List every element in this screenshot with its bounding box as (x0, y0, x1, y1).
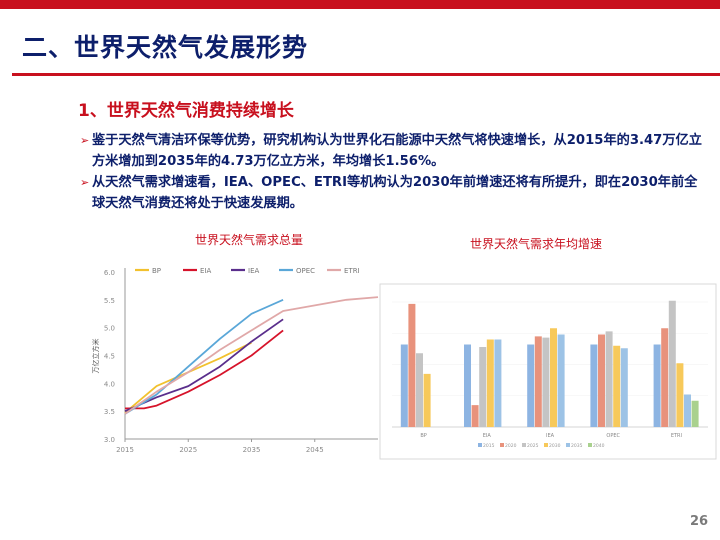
line-chart-y-tick-label: 5.5 (104, 297, 115, 305)
line-chart-legend-label: ETRI (344, 267, 360, 275)
bar-chart-category-label: BP (420, 433, 426, 439)
bar-iea-2035 (557, 334, 565, 427)
line-chart-x-tick-label: 2025 (179, 446, 197, 454)
bar-chart-legend-swatch (522, 443, 526, 447)
line-series-iea (124, 318, 284, 413)
bar-iea-2015 (527, 344, 535, 427)
bar-chart-legend-label: 2030 (549, 443, 561, 449)
bar-opec-2015 (590, 344, 598, 427)
bar-chart-legend-swatch (588, 443, 592, 447)
bar-chart-title: 世界天然气需求年均增速 (470, 237, 603, 251)
bar-bp-2015 (400, 344, 408, 427)
bar-opec-2020 (598, 334, 605, 427)
bar-chart-category-label: EIA (483, 433, 492, 439)
line-chart-y-tick-label: 3.5 (104, 408, 115, 416)
bar-bp-2020 (408, 303, 416, 427)
line-series-etri (124, 296, 379, 415)
slide-title: 二、世界天然气发展形势 (22, 33, 309, 62)
bar-chart-legend-label: 2015 (483, 443, 495, 449)
bar-etri-2025 (668, 300, 676, 427)
line-chart-title: 世界天然气需求总量 (195, 233, 304, 247)
bar-etri-2015 (653, 344, 661, 427)
line-chart-y-tick-label: 6.0 (104, 269, 115, 277)
bar-chart-legend-swatch (478, 443, 482, 447)
top-accent-bar (0, 0, 720, 9)
bullet-text: 鉴于天然气清洁环保等优势，研究机构认为世界化石能源中天然气将快速增长，从2015… (92, 133, 702, 169)
bar-chart-legend-label: 2035 (571, 443, 583, 449)
bar-iea-2020 (534, 336, 542, 427)
bar-eia-2030 (486, 339, 494, 427)
bar-etri-2040 (691, 400, 699, 427)
slide-subtitle: 1、世界天然气消费持续增长 (78, 101, 294, 121)
bar-chart-legend-swatch (544, 443, 548, 447)
bar-iea-2025 (542, 337, 550, 427)
line-chart-legend-label: OPEC (296, 267, 315, 275)
bar-chart-category-label: IEA (546, 433, 555, 439)
line-chart-x-tick-label: 2035 (243, 446, 261, 454)
bar-chart-legend-label: 2025 (527, 443, 539, 449)
bar-chart-category-label: ETRI (671, 433, 682, 439)
bullet-item: ➢ 鉴于天然气清洁环保等优势，研究机构认为世界化石能源中天然气将快速增长，从20… (80, 130, 705, 172)
line-chart-y-tick-label: 5.0 (104, 325, 115, 333)
bar-chart-legend-label: 2020 (505, 443, 517, 449)
line-chart-legend-label: BP (152, 267, 161, 275)
bar-bp-2025 (416, 353, 423, 427)
bar-chart-frame (379, 283, 717, 460)
line-series-opec (124, 298, 284, 415)
bar-opec-2035 (620, 348, 628, 427)
bullet-item: ➢ 从天然气需求增速看，IEA、OPEC、ETRI等机构认为2030年前增速还将… (80, 172, 705, 214)
line-chart-x-tick-label: 2015 (116, 446, 134, 454)
bar-etri-2030 (676, 363, 684, 427)
bullet-arrow-icon: ➢ (80, 134, 90, 147)
title-underline (12, 73, 720, 76)
bar-opec-2025 (605, 331, 613, 427)
bar-chart-legend-swatch (500, 443, 504, 447)
bar-eia-2025 (479, 347, 487, 427)
line-series-eia (125, 329, 284, 410)
line-chart-legend-label: IEA (248, 267, 259, 275)
bar-bp-2030 (423, 373, 431, 427)
bar-iea-2030 (550, 328, 557, 427)
bullet-arrow-icon: ➢ (80, 176, 90, 189)
bar-chart-category-label: OPEC (606, 433, 620, 439)
bar-etri-2035 (684, 394, 691, 427)
bar-eia-2035 (494, 339, 502, 427)
line-chart-y-tick-label: 4.0 (104, 380, 115, 388)
bar-chart-legend-label: 2040 (593, 443, 605, 449)
bar-eia-2020 (471, 405, 479, 427)
line-chart-legend-label: EIA (200, 267, 211, 275)
bullet-text: 从天然气需求增速看，IEA、OPEC、ETRI等机构认为2030年前增速还将有所… (92, 175, 698, 211)
bar-chart-legend-swatch (566, 443, 570, 447)
page-number: 26 (690, 514, 709, 529)
line-chart-y-tick-label: 4.5 (104, 353, 115, 361)
bar-opec-2030 (613, 345, 621, 427)
line-chart-y-axis-label: 万亿立方米 (91, 339, 100, 374)
bar-eia-2015 (464, 344, 471, 427)
line-chart-y-tick-label: 3.0 (104, 436, 115, 444)
line-chart-x-tick-label: 2045 (306, 446, 324, 454)
bar-etri-2020 (661, 328, 669, 427)
bullet-list: ➢ 鉴于天然气清洁环保等优势，研究机构认为世界化石能源中天然气将快速增长，从20… (80, 130, 705, 214)
